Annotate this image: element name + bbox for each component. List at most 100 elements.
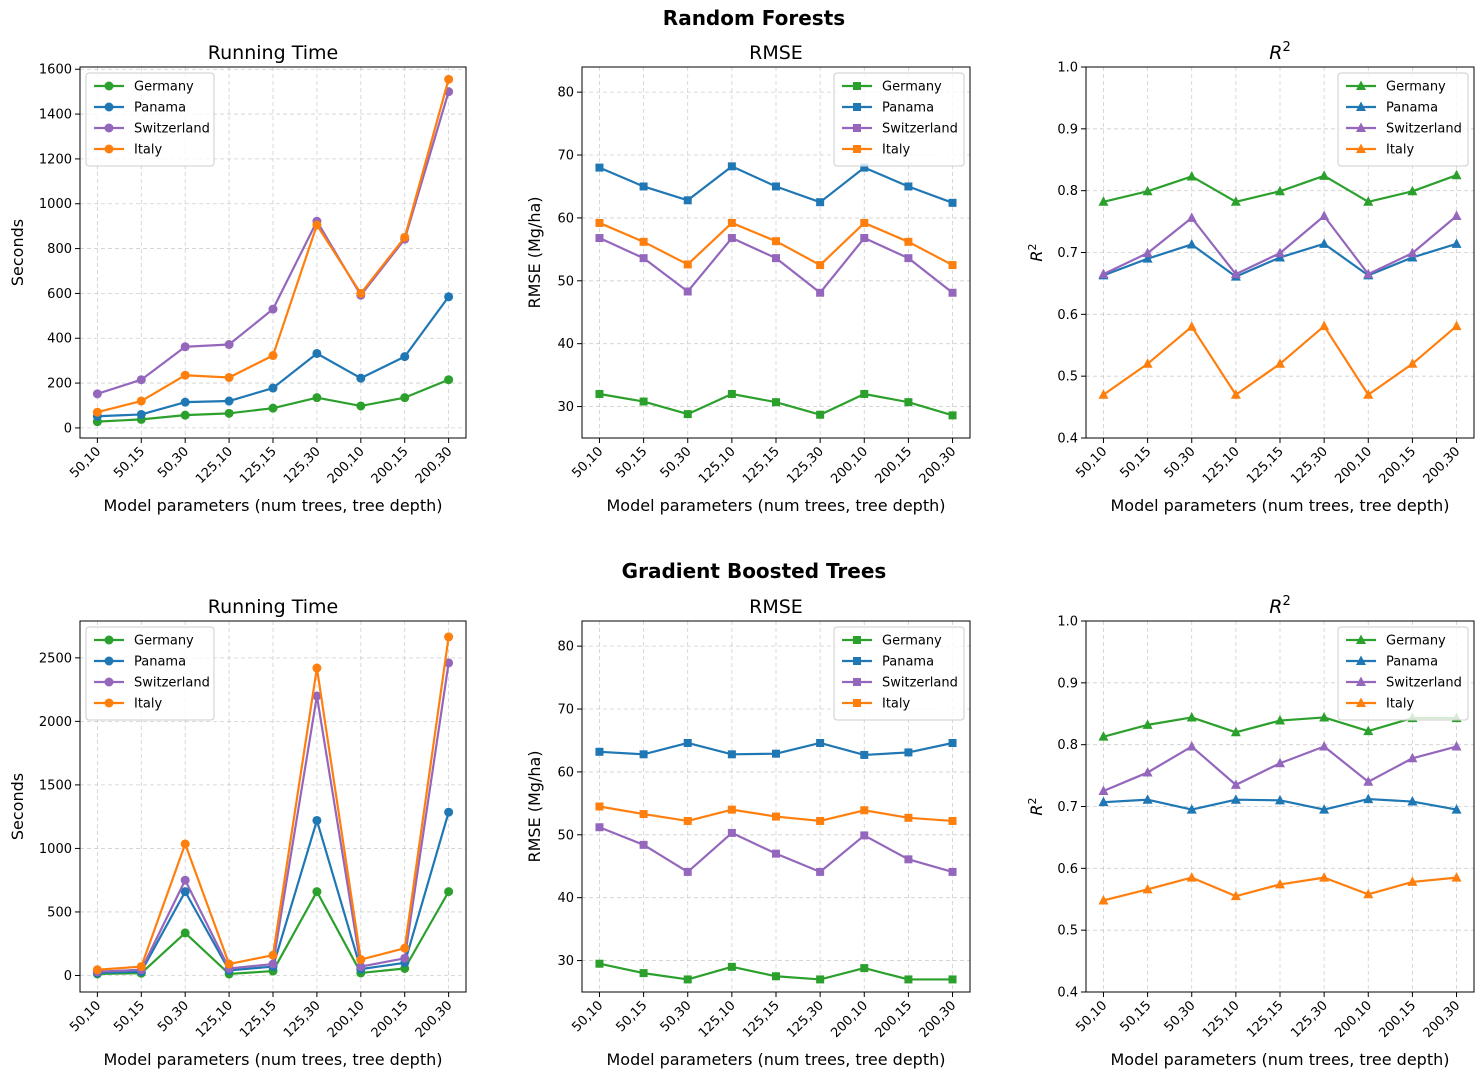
legend-label-switzerland: Switzerland xyxy=(134,122,210,137)
data-point-italy xyxy=(136,396,146,406)
chart-title: RMSE xyxy=(749,42,803,64)
data-point-switzerland xyxy=(224,340,234,350)
legend-marker-italy xyxy=(853,699,861,707)
data-point-panama xyxy=(772,749,780,758)
y-axis-label: R2 xyxy=(1026,243,1046,261)
data-point-italy xyxy=(1142,883,1153,894)
data-point-panama xyxy=(1319,804,1330,814)
data-point-panama xyxy=(1186,238,1197,249)
data-point-panama xyxy=(180,397,190,407)
data-point-italy xyxy=(1186,321,1197,331)
data-point-switzerland xyxy=(772,849,780,858)
data-point-switzerland xyxy=(816,867,825,876)
data-point-germany xyxy=(1319,170,1330,180)
data-point-panama xyxy=(816,198,825,207)
data-point-panama xyxy=(1451,238,1462,248)
legend-box xyxy=(833,72,965,167)
legend-marker-switzerland xyxy=(104,123,114,133)
section-title-gradient-boosted-trees: Gradient Boosted Trees xyxy=(622,559,887,583)
data-point-switzerland xyxy=(1407,247,1418,258)
data-point-italy xyxy=(1186,872,1197,882)
legend-marker-switzerland xyxy=(853,678,861,686)
data-point-germany xyxy=(904,975,913,984)
data-point-switzerland xyxy=(860,234,869,243)
legend-label-switzerland: Switzerland xyxy=(1386,676,1462,691)
y-tick-label: 60 xyxy=(557,211,574,226)
x-axis-label: Model parameters (num trees, tree depth) xyxy=(1111,496,1450,515)
y-axis-label: RMSE (Mg/ha) xyxy=(525,196,544,308)
data-point-germany xyxy=(400,393,410,403)
data-point-italy xyxy=(356,288,366,298)
data-point-italy xyxy=(1275,358,1285,368)
data-point-germany xyxy=(1451,169,1462,180)
data-point-germany xyxy=(816,975,825,984)
data-point-germany xyxy=(1230,726,1241,737)
data-point-panama xyxy=(400,352,410,362)
y-tick-label: 0 xyxy=(64,421,72,436)
data-point-italy xyxy=(1363,389,1374,399)
data-point-switzerland xyxy=(948,867,957,876)
data-point-switzerland xyxy=(639,840,648,849)
y-tick-label: 30 xyxy=(557,954,574,969)
legend-marker-panama xyxy=(1356,101,1366,111)
data-point-italy xyxy=(312,220,322,230)
y-tick-label: 1200 xyxy=(39,152,72,167)
y-axis-label: R2 xyxy=(1026,797,1046,815)
data-point-germany xyxy=(948,975,957,984)
legend-label-italy: Italy xyxy=(882,143,911,158)
y-tick-label: 500 xyxy=(47,905,72,920)
data-point-germany xyxy=(595,959,604,968)
legend: Germany Panama Switzerland Italy xyxy=(833,72,965,167)
legend-marker-italy xyxy=(1356,143,1366,153)
data-point-switzerland xyxy=(1142,247,1153,258)
data-point-switzerland xyxy=(639,254,648,263)
y-tick-label: 200 xyxy=(47,377,72,392)
data-point-panama xyxy=(860,163,869,172)
data-point-switzerland xyxy=(400,953,410,963)
data-point-switzerland xyxy=(1363,776,1374,786)
data-point-germany xyxy=(1363,725,1374,736)
data-point-panama xyxy=(727,162,736,171)
data-point-panama xyxy=(1098,796,1109,807)
data-point-switzerland xyxy=(1275,247,1285,258)
legend-marker-germany xyxy=(104,635,114,645)
data-point-germany xyxy=(224,408,234,418)
legend-label-germany: Germany xyxy=(882,80,942,95)
legend-marker-italy xyxy=(853,145,861,153)
legend-label-panama: Panama xyxy=(134,655,186,670)
data-point-panama xyxy=(948,738,957,747)
data-point-switzerland xyxy=(860,831,869,840)
data-point-italy xyxy=(224,372,234,382)
legend-label-italy: Italy xyxy=(1386,143,1415,158)
data-point-panama xyxy=(1275,794,1285,805)
data-point-germany xyxy=(1142,185,1153,196)
legend-label-panama: Panama xyxy=(134,101,186,116)
y-tick-label: 0.4 xyxy=(1057,432,1078,447)
section-title-random-forests: Random Forests xyxy=(663,6,845,30)
data-point-switzerland xyxy=(772,254,780,263)
legend-marker-germany xyxy=(104,81,114,91)
data-point-italy xyxy=(1319,872,1330,882)
data-point-switzerland xyxy=(904,855,913,864)
data-point-italy xyxy=(268,950,278,960)
y-tick-label: 0.5 xyxy=(1057,370,1078,385)
data-point-panama xyxy=(639,182,648,191)
data-point-italy xyxy=(639,237,648,246)
y-tick-label: 50 xyxy=(557,274,574,289)
data-point-germany xyxy=(444,887,454,897)
x-axis-label: Model parameters (num trees, tree depth) xyxy=(607,1050,946,1069)
data-point-switzerland xyxy=(683,867,692,876)
legend-marker-panama xyxy=(104,656,114,666)
y-tick-label: 40 xyxy=(557,891,574,906)
y-axis-label: RMSE (Mg/ha) xyxy=(525,750,544,862)
data-point-panama xyxy=(136,409,146,419)
legend-label-germany: Germany xyxy=(882,634,942,649)
data-point-germany xyxy=(772,398,780,407)
data-point-italy xyxy=(1363,888,1374,899)
data-point-italy xyxy=(904,813,913,822)
data-point-italy xyxy=(312,663,322,673)
data-point-switzerland xyxy=(1186,741,1197,751)
data-point-switzerland xyxy=(904,254,913,263)
